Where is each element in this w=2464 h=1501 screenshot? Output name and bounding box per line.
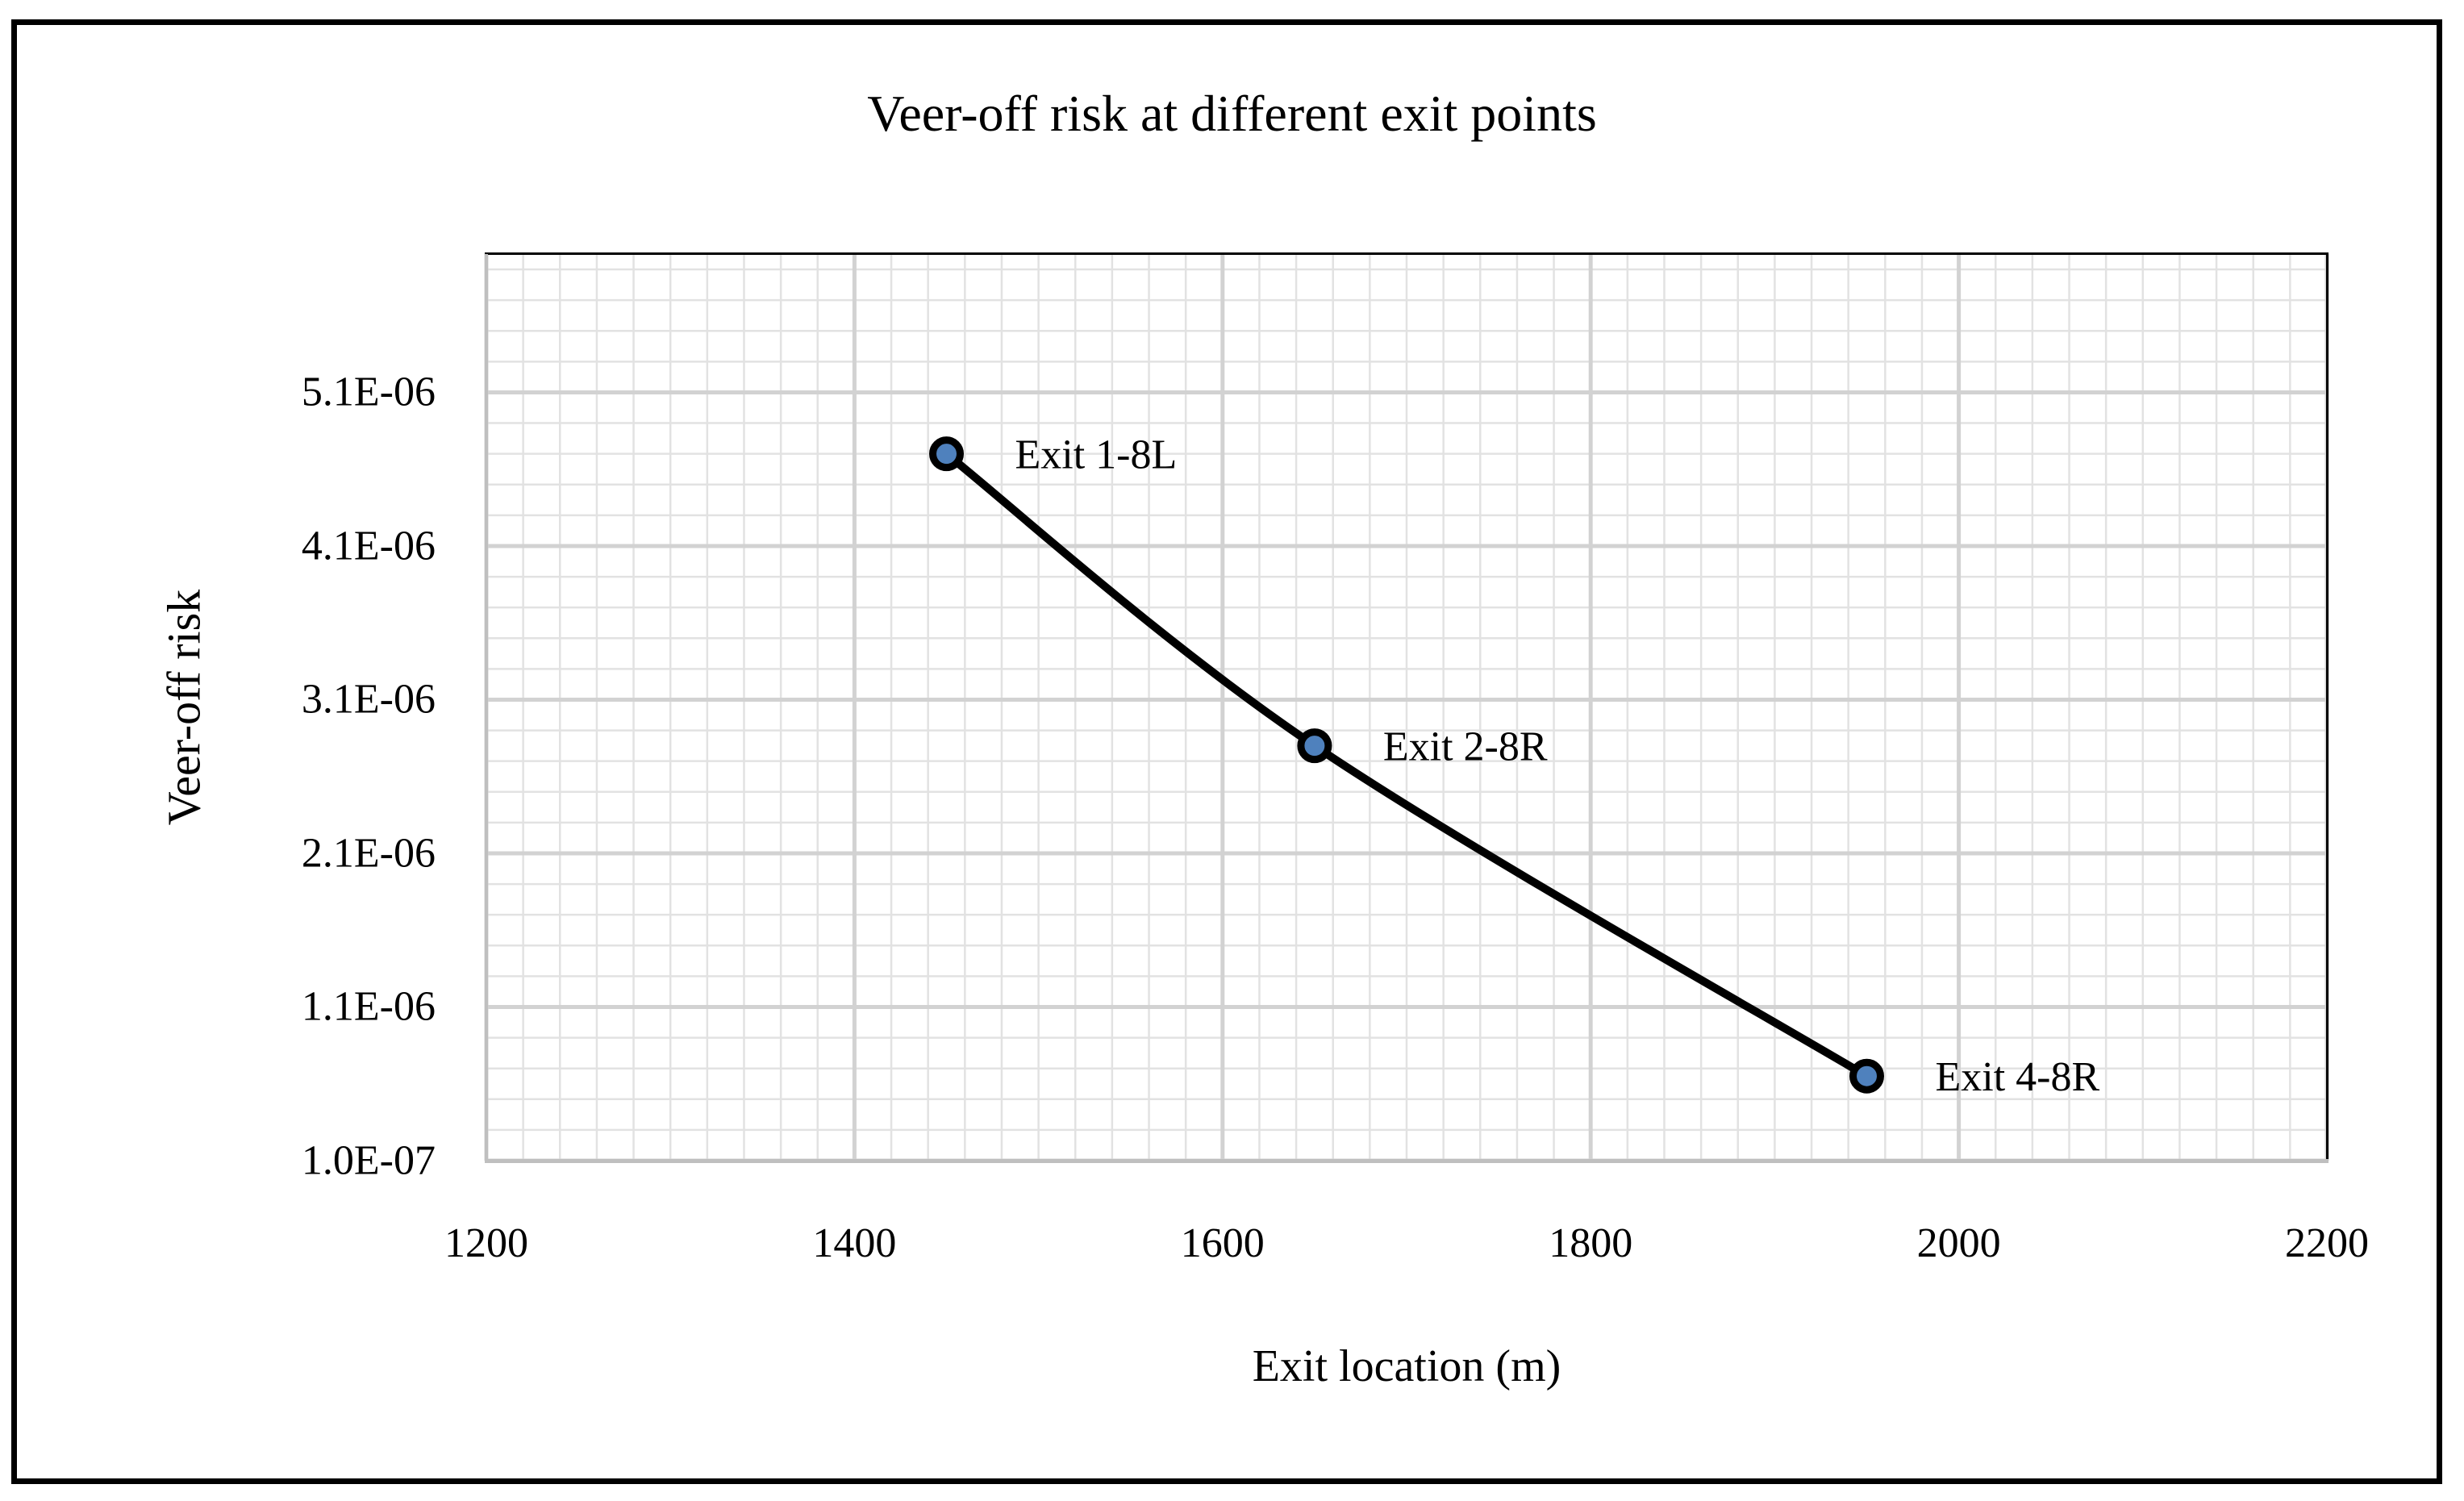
- chart-title: Veer-off risk at different exit points: [867, 85, 1597, 142]
- plot-border-top: [485, 252, 2329, 255]
- plot-border-right: [2326, 252, 2329, 1162]
- x-axis-tick-label: 1400: [812, 1220, 897, 1266]
- data-point-marker: [1849, 1058, 1884, 1094]
- x-axis-tick-label: 1200: [444, 1220, 528, 1266]
- data-point-marker: [1297, 728, 1332, 764]
- x-axis-tick-label: 2000: [1916, 1220, 2001, 1266]
- y-axis-tick-label: 1.0E-07: [301, 1137, 436, 1184]
- series-line: [942, 449, 1871, 1081]
- y-axis-tick-label: 2.1E-06: [301, 830, 436, 877]
- data-point-marker: [929, 436, 964, 472]
- x-axis-tick-label: 1800: [1549, 1220, 1633, 1266]
- data-point-label: Exit 2-8R: [1383, 724, 1548, 770]
- figure-border: [11, 19, 2442, 1484]
- x-axis-line: [485, 1159, 2329, 1163]
- plot-area: Exit 1-8L Exit 2-8R Exit 4-8R: [484, 252, 2329, 1163]
- data-point-label: Exit 4-8R: [1936, 1054, 2100, 1100]
- y-axis-tick-label: 4.1E-06: [301, 523, 436, 569]
- x-axis-title: Exit location (m): [1252, 1341, 1561, 1391]
- y-axis-tick-label: 5.1E-06: [301, 369, 436, 415]
- y-axis-tick-label: 1.1E-06: [301, 983, 436, 1030]
- data-point-label: Exit 1-8L: [1015, 432, 1178, 478]
- x-axis-tick-label: 2200: [2285, 1220, 2369, 1266]
- y-axis-tick-label: 3.1E-06: [301, 676, 436, 723]
- x-axis-tick-label: 1600: [1180, 1220, 1265, 1266]
- y-axis-line: [485, 254, 488, 1163]
